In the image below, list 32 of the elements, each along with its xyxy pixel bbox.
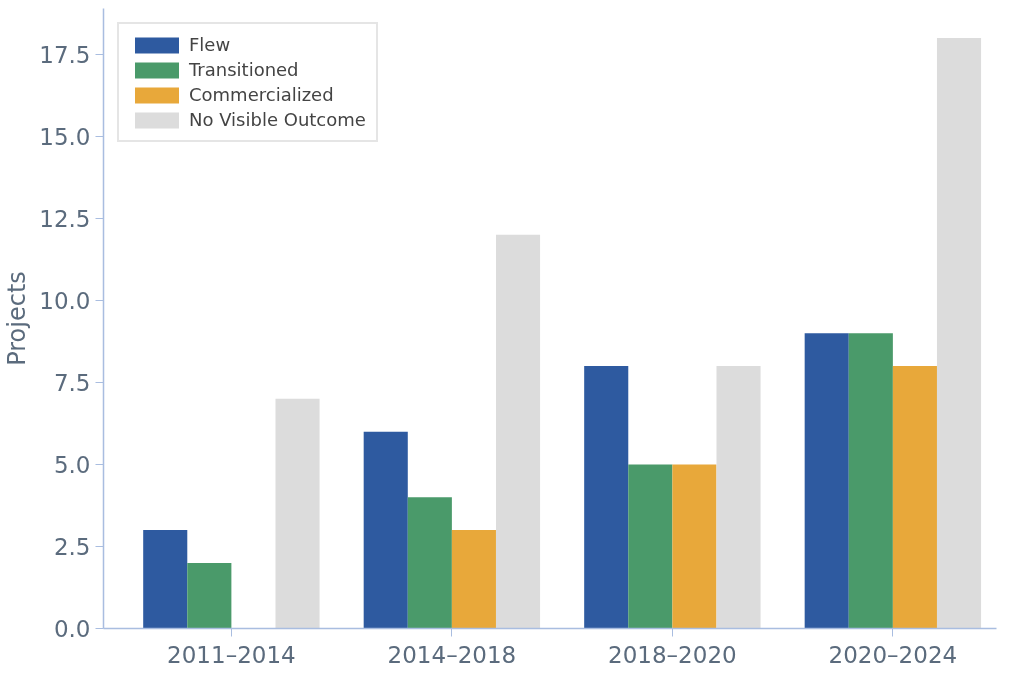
y-axis-title: Projects (3, 271, 32, 366)
bar (187, 562, 232, 629)
x-tick-label: 2018–2020 (608, 641, 737, 668)
legend-label: Transitioned (189, 59, 299, 80)
y-tick-label: 10.0 (39, 287, 91, 314)
y-tick-label: 5.0 (53, 451, 91, 478)
y-tick-label: 17.5 (39, 41, 91, 68)
y-tick-label: 12.5 (39, 205, 91, 232)
bar (143, 530, 188, 629)
legend-label: Flew (189, 34, 231, 55)
bar (275, 398, 320, 629)
bar (892, 366, 937, 629)
legend-label: No Visible Outcome (189, 109, 366, 130)
bar (672, 464, 717, 629)
bar (407, 497, 452, 629)
bar (716, 366, 761, 629)
x-tick-label: 2011–2014 (167, 641, 296, 668)
bar (936, 38, 982, 629)
legend-label: Commercialized (189, 84, 334, 105)
y-tick-label: 2.5 (53, 533, 91, 560)
x-tick-label: 2020–2024 (828, 641, 958, 668)
y-tick-label: 15.0 (39, 123, 91, 150)
bar (628, 464, 673, 629)
bar (451, 530, 496, 629)
y-tick-label: 7.5 (53, 369, 91, 396)
bar (804, 333, 849, 629)
bar (848, 333, 893, 629)
y-tick-label: 0.0 (53, 616, 91, 642)
bar (363, 431, 408, 629)
bar (584, 366, 629, 629)
x-tick-label: 2014–2018 (387, 641, 517, 668)
bar (495, 234, 541, 629)
